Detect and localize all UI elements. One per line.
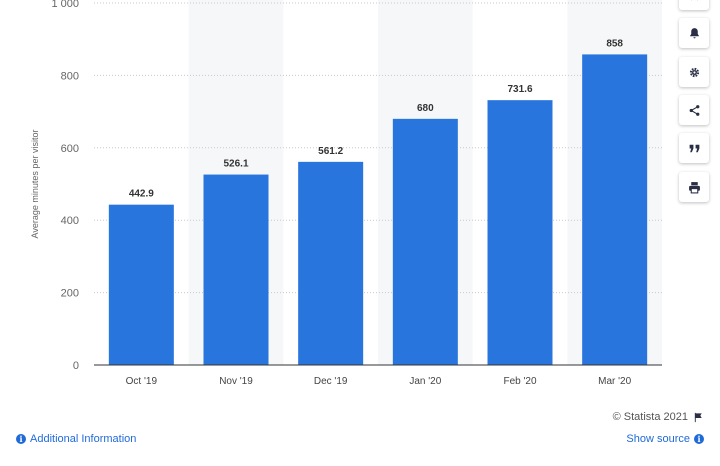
flag-icon (694, 412, 702, 422)
share-icon (689, 104, 699, 116)
chart-area: 442.9 526.1 561.2 680 731.6 858 0 200 400 600 800… (30, 0, 662, 387)
y-tick-label: 1 000 (51, 0, 79, 10)
x-tick-label: Jan '20 (409, 376, 441, 387)
data-label: 858 (606, 38, 623, 49)
y-axis-label: Average minutes per visitor (30, 130, 40, 239)
x-tick-label: Feb '20 (503, 376, 536, 387)
bar[interactable] (108, 204, 174, 365)
quote-icon (689, 144, 699, 152)
data-label: 561.2 (318, 146, 343, 157)
data-label: 442.9 (129, 189, 154, 200)
additional-information-label: Additional Information (30, 433, 137, 445)
bar[interactable] (582, 54, 648, 366)
additional-information-link[interactable]: i Additional Information (16, 433, 136, 445)
x-tick-label: Dec '19 (314, 376, 348, 387)
gear-icon (689, 67, 699, 77)
y-tick-label: 800 (61, 70, 79, 82)
data-label: 731.6 (507, 84, 532, 95)
bar[interactable] (487, 100, 553, 365)
x-axis-ticks: Oct '19 Nov '19 Dec '19 Jan '20 Feb '20 Mar '… (126, 376, 632, 387)
settings-button[interactable] (679, 57, 709, 87)
x-tick-label: Oct '19 (126, 376, 158, 387)
info-icon: i (694, 434, 704, 444)
data-labels: 442.9 526.1 561.2 680 731.6 858 (129, 38, 624, 199)
show-source-label: Show source (626, 433, 690, 445)
info-icon: i (16, 434, 26, 444)
x-tick-label: Nov '19 (219, 376, 253, 387)
star-button[interactable] (679, 0, 709, 10)
data-label: 680 (417, 103, 434, 114)
notification-button[interactable] (679, 18, 709, 48)
statista-credit[interactable]: © Statista 2021 (613, 411, 704, 423)
x-tick-label: Mar '20 (598, 376, 631, 387)
bell-icon (689, 27, 699, 38)
credit-text: © Statista 2021 (612, 411, 688, 423)
print-icon (688, 181, 700, 193)
show-source-link[interactable]: Show source i (626, 433, 704, 445)
y-tick-label: 400 (61, 215, 79, 227)
print-button[interactable] (679, 172, 709, 202)
cite-button[interactable] (679, 133, 709, 163)
data-label: 526.1 (223, 159, 248, 170)
star-icon (688, 0, 701, 2)
bar[interactable] (298, 161, 364, 365)
bar[interactable] (392, 118, 458, 365)
y-axis-ticks: 0 200 400 600 800 1 000 (51, 0, 79, 372)
bar[interactable] (203, 174, 269, 365)
y-tick-label: 600 (61, 143, 79, 155)
share-button[interactable] (679, 95, 709, 125)
y-tick-label: 200 (61, 288, 79, 300)
bars (108, 54, 648, 366)
y-tick-label: 0 (73, 360, 79, 372)
